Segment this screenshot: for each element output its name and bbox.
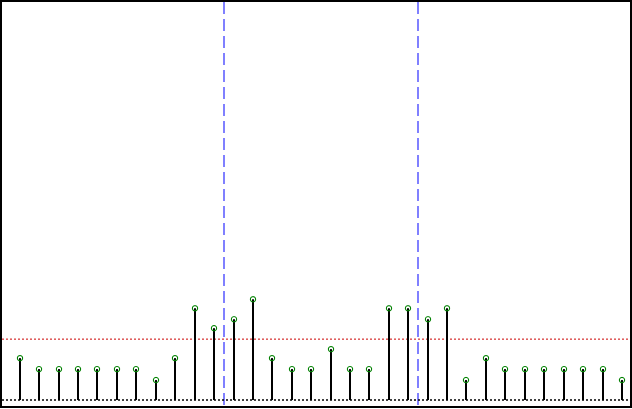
stem-marker-30: [599, 365, 607, 373]
stem-marker-14: [288, 365, 296, 373]
stem-marker-2: [55, 365, 63, 373]
stem-marker-24: [482, 354, 490, 362]
stem-marker-31: [618, 376, 626, 384]
stem-marker-18: [365, 365, 373, 373]
stem-marker-6: [132, 365, 140, 373]
stem-marker-1: [35, 365, 43, 373]
stem-marker-17: [346, 365, 354, 373]
stem-marker-13: [268, 354, 276, 362]
stem-marker-5: [113, 365, 121, 373]
stem-marker-15: [307, 365, 315, 373]
stem-marker-0: [16, 354, 24, 362]
stem-marker-20: [404, 305, 412, 312]
stem-marker-25: [501, 365, 509, 373]
stem-marker-26: [521, 365, 529, 373]
stem-marker-29: [579, 365, 587, 373]
stem-marker-8: [171, 354, 179, 362]
stem-marker-3: [74, 365, 82, 373]
stem-marker-27: [540, 365, 548, 373]
stem-marker-4: [93, 365, 101, 373]
stem-marker-12: [249, 296, 257, 303]
stem-marker-21: [424, 316, 432, 323]
stem-marker-9: [191, 305, 199, 312]
stems-layer: [19, 299, 623, 401]
stem-marker-7: [152, 376, 160, 384]
stem-marker-28: [560, 365, 568, 373]
stem-marker-23: [462, 376, 470, 384]
stem-marker-19: [385, 305, 393, 312]
stem-marker-22: [443, 305, 451, 312]
markers-layer: [16, 296, 626, 384]
stem-marker-10: [210, 325, 218, 332]
stem-marker-11: [230, 316, 238, 323]
stem-marker-16: [327, 345, 335, 353]
